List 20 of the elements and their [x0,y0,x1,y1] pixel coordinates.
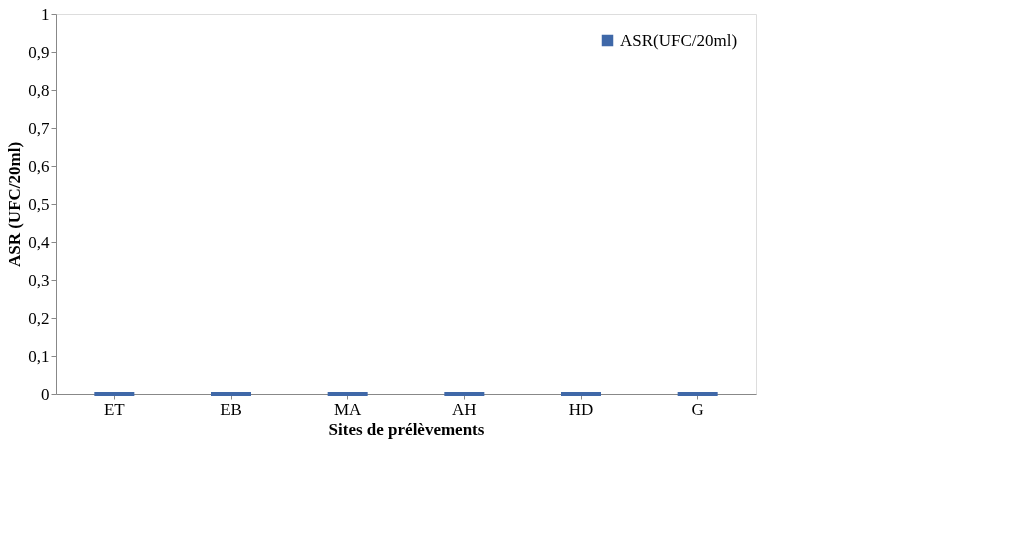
y-tick-label: 0,8 [28,80,50,100]
y-tick-label: 0,5 [28,194,50,214]
y-tick-label: 0,4 [28,232,50,252]
x-tick-label: EB [220,399,242,419]
y-axis-title: ASR (UFC/20ml) [5,141,25,268]
y-tick-label: 0 [41,384,50,404]
y-tick-label: 0,3 [28,270,50,290]
y-tick-label: 0,1 [28,346,50,366]
x-tick-label: HD [568,399,594,419]
y-tick-label: 0,7 [28,118,50,138]
y-tick-label: 1 [41,4,50,24]
y-tick-label: 0,6 [28,156,50,176]
x-axis-title: Sites de prélèvements [328,419,485,439]
x-tick-label: AH [452,399,477,419]
y-tick-label: 0,9 [28,42,50,62]
x-tick-label: G [691,399,704,419]
legend-label: ASR(UFC/20ml) [620,30,738,50]
x-tick-label: ET [103,399,126,419]
x-tick-label: MA [333,399,363,419]
y-tick-label: 0,2 [28,308,50,328]
